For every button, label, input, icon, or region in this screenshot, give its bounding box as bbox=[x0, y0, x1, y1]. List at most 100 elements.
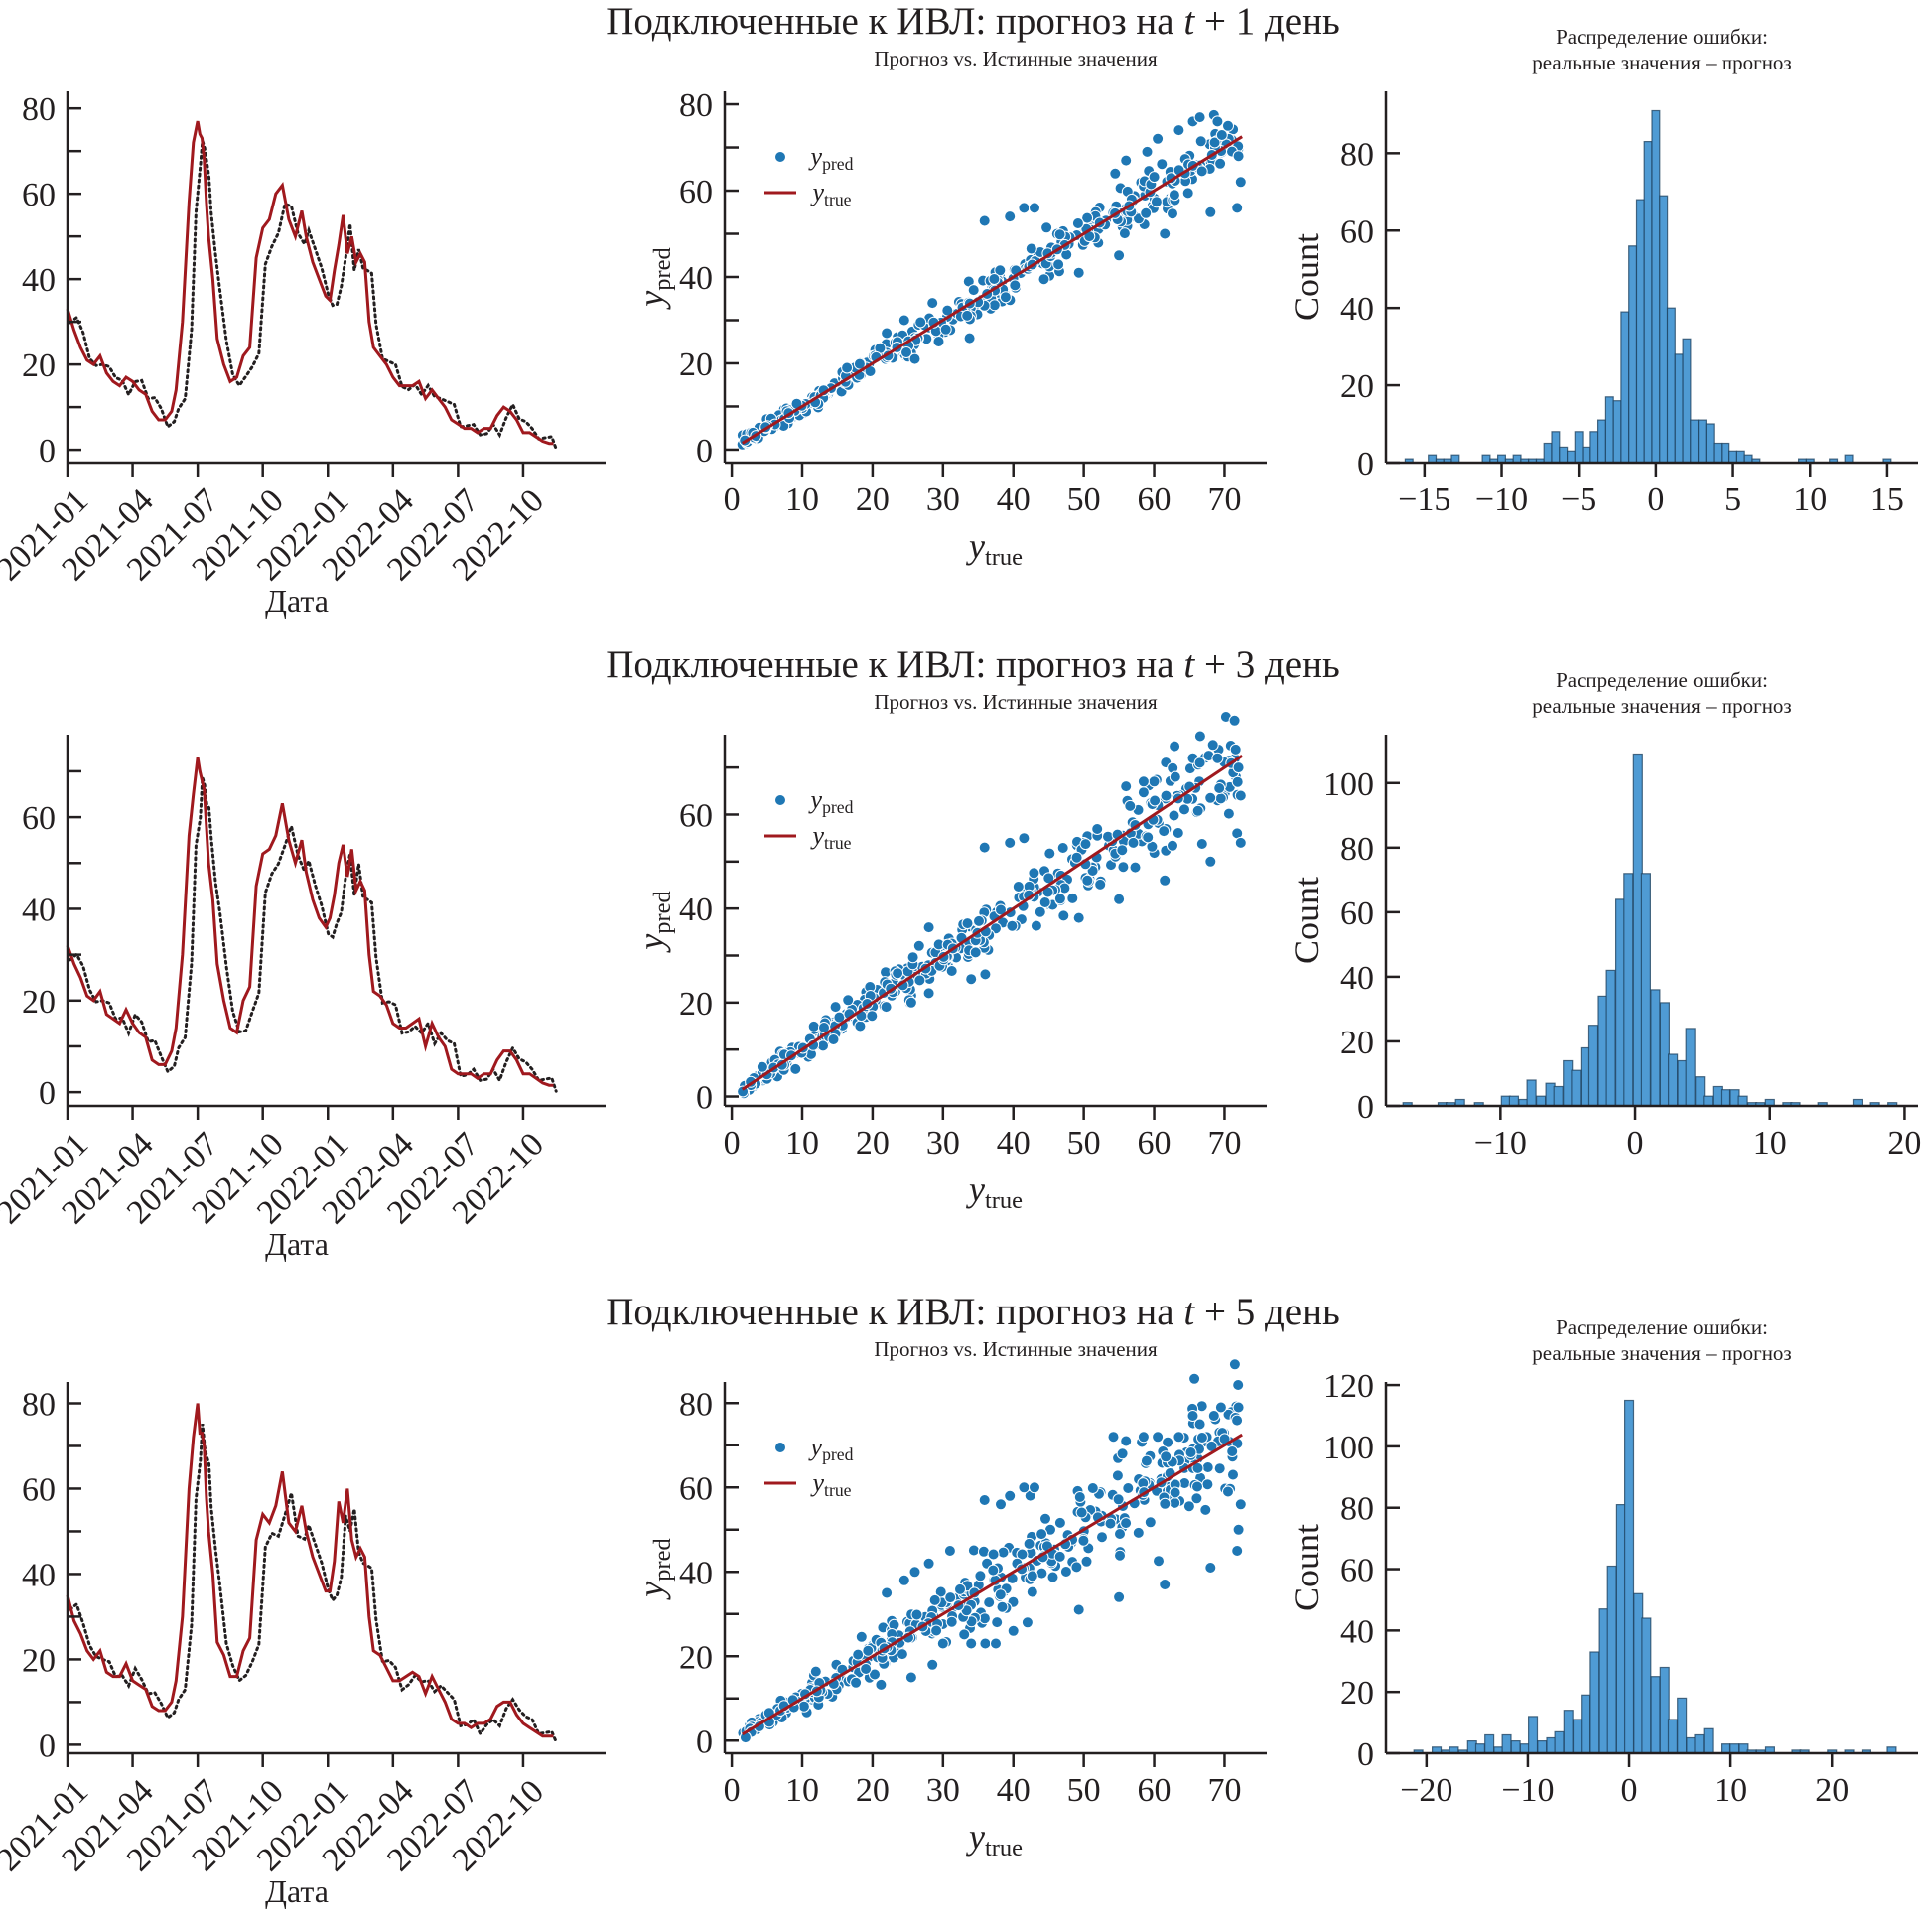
scatter-point bbox=[1232, 1401, 1245, 1414]
pred-series-line bbox=[69, 140, 558, 451]
legend-label-pred-main: y bbox=[808, 1433, 823, 1461]
histogram-bar bbox=[1728, 450, 1738, 464]
scatter-point bbox=[1113, 1590, 1126, 1603]
y-tick-label: 60 bbox=[679, 797, 713, 834]
histogram-bar bbox=[1641, 1617, 1652, 1754]
histogram-bar bbox=[1697, 419, 1707, 464]
x-tick-label: 40 bbox=[997, 1125, 1031, 1162]
scatter-point bbox=[1070, 851, 1083, 864]
panel-bar: Распределение ошибки:реальные значения –… bbox=[1287, 1315, 1918, 1809]
suptitle: Подключенные к ИВЛ: прогноз на t + 3 ден… bbox=[606, 643, 1340, 686]
scatter-point bbox=[1025, 242, 1037, 255]
x-axis-label: ytrue bbox=[966, 1169, 1023, 1214]
histogram-bar bbox=[1501, 1733, 1512, 1754]
scatter-point bbox=[930, 1624, 943, 1637]
scatter-point bbox=[1222, 119, 1234, 132]
suptitle-var: t bbox=[1183, 0, 1195, 43]
scatter-point bbox=[1018, 1481, 1031, 1494]
scatter-point bbox=[855, 1630, 868, 1643]
scatter-point bbox=[1120, 1435, 1133, 1447]
histogram-bar bbox=[1720, 1089, 1731, 1107]
scatter-point bbox=[1113, 893, 1126, 905]
scatter-point bbox=[934, 1585, 947, 1598]
scatter-point bbox=[1173, 1431, 1185, 1444]
histogram-bar bbox=[1563, 1710, 1574, 1754]
x-tick-label: 30 bbox=[926, 1772, 960, 1809]
scatter-point bbox=[1231, 1545, 1244, 1557]
scatter-point bbox=[910, 1608, 923, 1621]
y-tick-label: 40 bbox=[22, 892, 56, 928]
x-axis-label-text: ytrue bbox=[966, 1169, 1023, 1214]
scatter-point bbox=[1079, 838, 1092, 851]
scatter-point bbox=[1137, 775, 1150, 788]
scatter-point bbox=[1234, 789, 1247, 802]
y-tick-label: 40 bbox=[1340, 960, 1374, 997]
scatter-point bbox=[1158, 825, 1171, 838]
histogram-bar bbox=[1705, 423, 1715, 464]
histogram-bar bbox=[1572, 1719, 1583, 1754]
legend-label-pred-text: ypred bbox=[808, 785, 854, 817]
scatter-point bbox=[1153, 1555, 1165, 1568]
scatter-point bbox=[1112, 1493, 1125, 1506]
histogram-bar bbox=[1510, 1740, 1521, 1754]
scatter-point bbox=[1201, 1461, 1214, 1473]
x-tick-label: 50 bbox=[1067, 1772, 1101, 1809]
histogram-bar bbox=[1596, 419, 1606, 464]
histogram-bar bbox=[1535, 1095, 1547, 1107]
y-tick-label: 60 bbox=[22, 1471, 56, 1508]
scatter-point bbox=[1160, 1450, 1173, 1463]
x-tick-label: 60 bbox=[1138, 1772, 1172, 1809]
scatter-point bbox=[818, 1022, 830, 1033]
legend-label-true: ytrue bbox=[809, 178, 851, 209]
histogram-bar bbox=[1604, 396, 1614, 464]
scatter-point bbox=[809, 1665, 822, 1678]
scatter-point bbox=[908, 352, 921, 365]
scatter-point bbox=[852, 1648, 865, 1661]
legend: ypred ytrue bbox=[764, 142, 854, 209]
scatter-point bbox=[1207, 1410, 1220, 1422]
y-tick-label: 0 bbox=[1357, 446, 1374, 482]
scatter-point bbox=[1167, 839, 1178, 852]
figure-row-2: Подключенные к ИВЛ: прогноз на t + 5 ден… bbox=[0, 1291, 1918, 1909]
scatter-point bbox=[1071, 217, 1084, 229]
y-tick-label: 40 bbox=[1340, 1613, 1374, 1650]
y-tick-label: 20 bbox=[1340, 368, 1374, 405]
scatter-point bbox=[1160, 789, 1173, 802]
legend-label-pred-text: ypred bbox=[808, 142, 854, 174]
scatter-point bbox=[1186, 1410, 1199, 1422]
scatter-point bbox=[1104, 1517, 1117, 1530]
suptitle-var: t bbox=[1183, 1291, 1195, 1333]
scatter-point bbox=[963, 332, 976, 344]
histogram-bar bbox=[1640, 873, 1652, 1107]
x-tick-label: 20 bbox=[856, 1125, 890, 1162]
legend-label-true-main: y bbox=[809, 178, 824, 206]
scatter-point bbox=[1204, 1562, 1217, 1574]
y-tick-label: 80 bbox=[22, 1386, 56, 1423]
scatter-point bbox=[1120, 780, 1133, 793]
y-tick-label: 0 bbox=[696, 1080, 713, 1117]
y-axis-label-text: ypred bbox=[631, 891, 676, 952]
hist-title-line1: Распределение ошибки: bbox=[1556, 1315, 1768, 1339]
scatter-point bbox=[932, 336, 945, 347]
y-tick-label: 20 bbox=[679, 986, 713, 1023]
scatter-point bbox=[1193, 111, 1206, 124]
histogram-bar bbox=[1667, 1719, 1678, 1754]
scatter-point bbox=[1016, 1548, 1029, 1561]
scatter-point bbox=[936, 1637, 949, 1650]
scatter-point bbox=[1228, 1358, 1241, 1371]
scatter-point bbox=[943, 1545, 956, 1557]
scatter-point bbox=[979, 1637, 992, 1650]
scatter-point bbox=[1204, 206, 1217, 218]
scatter-point bbox=[1168, 189, 1180, 202]
scatter-point bbox=[1231, 775, 1244, 788]
scatter-point bbox=[913, 974, 926, 987]
histogram-bar bbox=[1623, 873, 1634, 1107]
scatter-point bbox=[1080, 1555, 1093, 1568]
x-axis-label-sub: true bbox=[985, 1187, 1023, 1214]
x-tick-label: 50 bbox=[1067, 1125, 1101, 1162]
histogram-bar bbox=[1720, 1743, 1731, 1754]
x-axis-label-text: ytrue bbox=[966, 1817, 1023, 1861]
y-tick-label: 0 bbox=[1357, 1089, 1374, 1126]
y-tick-label: 80 bbox=[1340, 831, 1374, 868]
histogram-bar bbox=[1651, 109, 1661, 464]
